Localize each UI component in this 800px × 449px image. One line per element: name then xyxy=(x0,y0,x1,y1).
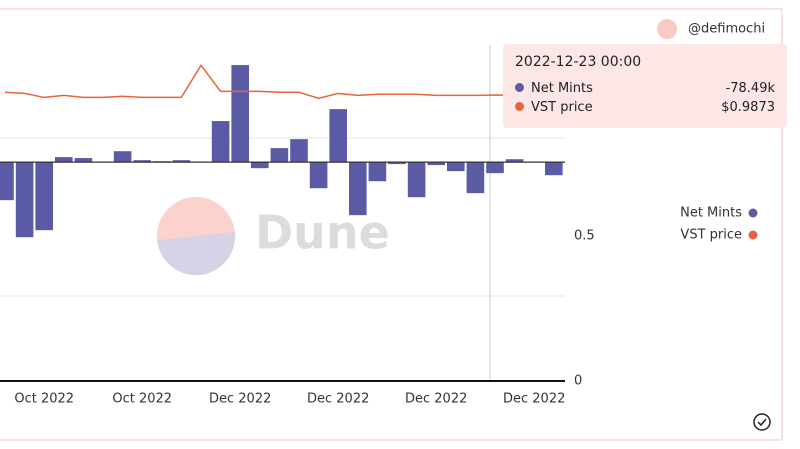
bar xyxy=(113,151,132,163)
bar xyxy=(427,162,445,166)
tooltip-row: VST price $0.9873 xyxy=(515,100,775,118)
bar xyxy=(74,158,93,163)
author: @defimochi xyxy=(688,22,765,37)
bar xyxy=(0,162,14,201)
y2-tick-label: 0 xyxy=(574,374,582,389)
bar xyxy=(270,148,289,163)
bar xyxy=(15,162,34,238)
legend-dot xyxy=(748,208,758,218)
tooltip-name: Net Mints xyxy=(531,81,593,96)
bar xyxy=(447,162,465,172)
tooltip-name: VST price xyxy=(531,100,593,115)
bar xyxy=(133,160,151,163)
bar xyxy=(545,162,563,176)
bar xyxy=(505,159,524,163)
avatar xyxy=(657,19,677,39)
legend-label: VST price xyxy=(680,228,742,243)
bar xyxy=(486,162,504,174)
tooltip-row: Net Mints -78.49k xyxy=(515,81,775,99)
tooltip-title: 2022-12-23 00:00 xyxy=(515,54,642,70)
bar xyxy=(290,139,308,163)
bar xyxy=(309,162,328,189)
bar xyxy=(251,162,269,169)
x-tick-label: Dec 2022 xyxy=(307,392,369,407)
x-tick-label: Dec 2022 xyxy=(405,392,467,407)
bar xyxy=(349,162,367,216)
x-tick-label: Oct 2022 xyxy=(112,392,172,407)
bar xyxy=(368,162,387,182)
bar xyxy=(172,160,191,163)
y2-tick-label: 0.5 xyxy=(574,229,595,244)
check-icon xyxy=(753,413,771,431)
bar xyxy=(231,65,249,163)
watermark: Dune xyxy=(255,206,390,260)
bar xyxy=(35,162,53,231)
legend-label: Net Mints xyxy=(680,206,742,221)
tooltip-dot xyxy=(515,83,524,92)
tooltip: 2022-12-23 00:00 Net Mints -78.49k VST pr… xyxy=(503,44,787,128)
bar xyxy=(329,109,347,163)
x-tick-label: Dec 2022 xyxy=(209,392,271,407)
x-tick-label: Oct 2022 xyxy=(14,392,74,407)
logo-part xyxy=(157,232,236,276)
bar xyxy=(211,121,230,163)
tooltip-value: -78.49k xyxy=(725,81,775,96)
bar xyxy=(55,157,73,163)
bar xyxy=(466,162,485,194)
tooltip-dot xyxy=(515,102,524,111)
legend-dot xyxy=(748,230,758,240)
x-tick-label: Dec 2022 xyxy=(503,392,565,407)
bar xyxy=(407,162,426,198)
line xyxy=(4,63,554,100)
tooltip-value: $0.9873 xyxy=(721,100,775,115)
panel-border xyxy=(0,8,783,441)
bar xyxy=(388,162,406,165)
